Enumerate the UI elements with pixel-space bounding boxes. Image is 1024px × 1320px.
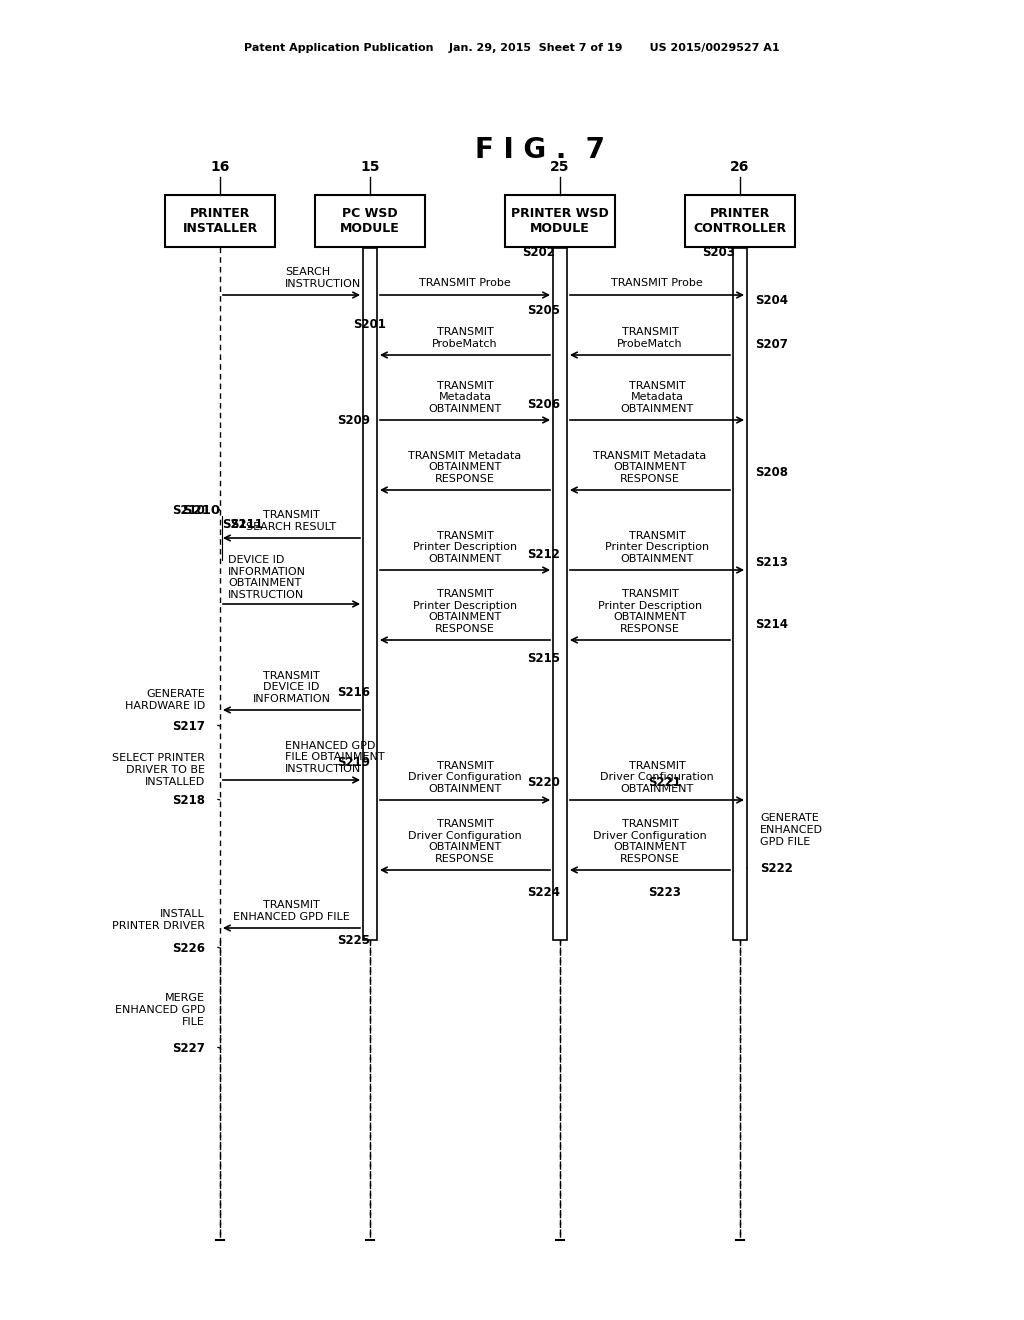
Text: TRANSMIT
Driver Configuration
OBTAINMENT: TRANSMIT Driver Configuration OBTAINMENT	[409, 760, 522, 795]
Text: GENERATE
ENHANCED
GPD FILE: GENERATE ENHANCED GPD FILE	[760, 813, 823, 846]
Text: S222: S222	[760, 862, 793, 874]
Text: Patent Application Publication    Jan. 29, 2015  Sheet 7 of 19       US 2015/002: Patent Application Publication Jan. 29, …	[244, 44, 780, 53]
Text: TRANSMIT
ENHANCED GPD FILE: TRANSMIT ENHANCED GPD FILE	[233, 900, 350, 921]
Text: TRANSMIT Probe: TRANSMIT Probe	[419, 279, 511, 288]
Text: F I G .  7: F I G . 7	[475, 136, 605, 164]
Text: S204: S204	[755, 293, 788, 306]
Text: GENERATE
HARDWARE ID: GENERATE HARDWARE ID	[125, 689, 205, 710]
Text: 25: 25	[550, 160, 569, 174]
Text: ENHANCED GPD
FILE OBTAINMENT
INSTRUCTION: ENHANCED GPD FILE OBTAINMENT INSTRUCTION	[285, 741, 385, 774]
Text: TRANSMIT
Metadata
OBTAINMENT: TRANSMIT Metadata OBTAINMENT	[621, 380, 693, 414]
Text: S226: S226	[172, 941, 205, 954]
Text: S203: S203	[702, 247, 735, 260]
Text: S205: S205	[527, 304, 560, 317]
Text: S216: S216	[337, 686, 370, 700]
Bar	[165, 195, 275, 247]
Text: 26: 26	[730, 160, 750, 174]
Text: S219: S219	[337, 755, 370, 768]
Text: TRANSMIT Metadata
OBTAINMENT
RESPONSE: TRANSMIT Metadata OBTAINMENT RESPONSE	[593, 451, 707, 484]
Text: S224: S224	[527, 887, 560, 899]
Text: S227: S227	[172, 1041, 205, 1055]
Text: S201: S201	[353, 318, 386, 331]
Bar	[505, 195, 615, 247]
Text: S209: S209	[337, 413, 370, 426]
Text: S213: S213	[755, 556, 787, 569]
Text: SELECT PRINTER
DRIVER TO BE
INSTALLED: SELECT PRINTER DRIVER TO BE INSTALLED	[112, 754, 205, 787]
Text: TRANSMIT
DEVICE ID
INFORMATION: TRANSMIT DEVICE ID INFORMATION	[253, 671, 331, 704]
Bar	[685, 195, 795, 247]
Text: 16: 16	[210, 160, 229, 174]
Text: S214: S214	[755, 619, 788, 631]
Text: S217: S217	[172, 719, 205, 733]
Text: S220: S220	[527, 776, 560, 789]
Text: TRANSMIT
ProbeMatch: TRANSMIT ProbeMatch	[432, 327, 498, 348]
Text: TRANSMIT
Driver Configuration
OBTAINMENT: TRANSMIT Driver Configuration OBTAINMENT	[600, 760, 714, 795]
Text: PRINTER WSD
MODULE: PRINTER WSD MODULE	[511, 207, 609, 235]
Text: TRANSMIT
ProbeMatch: TRANSMIT ProbeMatch	[617, 327, 683, 348]
Text: TRANSMIT
Printer Description
OBTAINMENT
RESPONSE: TRANSMIT Printer Description OBTAINMENT …	[598, 589, 702, 634]
Text: S215: S215	[527, 652, 560, 664]
Text: S202: S202	[522, 247, 555, 260]
Text: S223: S223	[648, 887, 681, 899]
Text: PC WSD
MODULE: PC WSD MODULE	[340, 207, 400, 235]
Text: TRANSMIT
Printer Description
OBTAINMENT: TRANSMIT Printer Description OBTAINMENT	[413, 531, 517, 564]
Text: S218: S218	[172, 793, 205, 807]
Text: PRINTER
INSTALLER: PRINTER INSTALLER	[182, 207, 258, 235]
Text: S221: S221	[648, 776, 681, 789]
Text: TRANSMIT
Printer Description
OBTAINMENT: TRANSMIT Printer Description OBTAINMENT	[605, 531, 709, 564]
Text: S206: S206	[527, 399, 560, 412]
Text: S210: S210	[172, 503, 205, 516]
Text: TRANSMIT
Printer Description
OBTAINMENT
RESPONSE: TRANSMIT Printer Description OBTAINMENT …	[413, 589, 517, 634]
Text: 15: 15	[360, 160, 380, 174]
Text: S212: S212	[527, 548, 560, 561]
Bar	[362, 248, 377, 940]
Text: S207: S207	[755, 338, 787, 351]
Bar	[553, 248, 567, 940]
Text: MERGE
ENHANCED GPD
FILE: MERGE ENHANCED GPD FILE	[115, 994, 205, 1027]
Text: S210: S210	[183, 503, 220, 516]
Text: TRANSMIT
Metadata
OBTAINMENT: TRANSMIT Metadata OBTAINMENT	[428, 380, 502, 414]
Text: TRANSMIT
Driver Configuration
OBTAINMENT
RESPONSE: TRANSMIT Driver Configuration OBTAINMENT…	[593, 820, 707, 865]
Text: TRANSMIT
Driver Configuration
OBTAINMENT
RESPONSE: TRANSMIT Driver Configuration OBTAINMENT…	[409, 820, 522, 865]
Text: TRANSMIT Probe: TRANSMIT Probe	[611, 279, 702, 288]
Text: S208: S208	[755, 466, 788, 479]
Bar	[733, 248, 746, 940]
Text: S225: S225	[337, 933, 370, 946]
Text: INSTALL
PRINTER DRIVER: INSTALL PRINTER DRIVER	[112, 909, 205, 931]
Text: PRINTER
CONTROLLER: PRINTER CONTROLLER	[693, 207, 786, 235]
Text: DEVICE ID
INFORMATION
OBTAINMENT
INSTRUCTION: DEVICE ID INFORMATION OBTAINMENT INSTRUC…	[228, 556, 306, 601]
Text: SEARCH
INSTRUCTION: SEARCH INSTRUCTION	[285, 268, 361, 289]
Text: TRANSMIT
SEARCH RESULT: TRANSMIT SEARCH RESULT	[247, 511, 337, 532]
Text: S211: S211	[230, 517, 263, 531]
Text: S211: S211	[222, 519, 255, 532]
Text: TRANSMIT Metadata
OBTAINMENT
RESPONSE: TRANSMIT Metadata OBTAINMENT RESPONSE	[409, 451, 521, 484]
Bar	[315, 195, 425, 247]
